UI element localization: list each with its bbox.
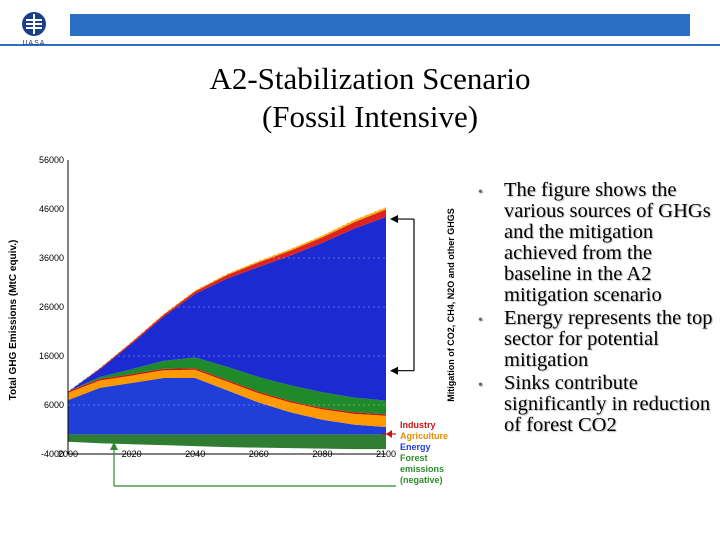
legend-label: Forest — [400, 453, 428, 463]
y-axis-label: Total GHG Emissions (MtC equiv.) — [8, 240, 19, 401]
y-tick-label: 56000 — [39, 155, 64, 165]
area-layer — [68, 357, 386, 415]
y-tick-label: 36000 — [39, 253, 64, 263]
bullet-dot-icon: • — [478, 378, 483, 393]
legend-label: Agriculture — [400, 431, 448, 441]
y-tick-label: 26000 — [39, 302, 64, 312]
arrow-head-icon — [390, 366, 398, 375]
bullet-item: • Sinks contribute significantly in redu… — [470, 373, 720, 436]
header-rule — [0, 44, 720, 46]
arrow-head-icon — [110, 442, 118, 450]
bullet-text: The figure shows the various sources of … — [504, 179, 711, 306]
y-tick-label: 16000 — [39, 351, 64, 361]
area-layer — [68, 209, 386, 392]
title-line-2: (Fossil Intensive) — [261, 99, 479, 134]
area-layer — [68, 216, 386, 401]
bullet-text: Sinks contribute significantly in reduct… — [504, 372, 711, 436]
y-tick-label: -4000 — [41, 449, 64, 459]
arrow-head-icon — [390, 215, 398, 224]
bullet-item: • The figure shows the various sources o… — [470, 180, 720, 306]
mitigation-label: Mitigation of CO2, CH4, N2O and other GH… — [446, 208, 456, 402]
area-layer — [68, 369, 386, 428]
area-layer — [68, 434, 386, 450]
logo-text: IIASA — [22, 40, 46, 47]
arrow-head-icon — [386, 430, 392, 438]
legend-label: Industry — [400, 420, 436, 430]
bullet-item: • Energy represents the top sector for p… — [470, 308, 720, 371]
legend-label: (negative) — [400, 475, 443, 485]
baseline-line — [67, 206, 387, 392]
y-tick-label: 6000 — [44, 400, 64, 410]
title-line-1: A2-Stabilization Scenario — [209, 61, 531, 96]
iiasa-logo: IIASA — [16, 10, 52, 50]
y-tick-label: 46000 — [39, 204, 64, 214]
bullet-dot-icon: • — [478, 185, 483, 200]
slide-title: A2-Stabilization Scenario (Fossil Intens… — [120, 60, 620, 136]
area-layer — [68, 378, 386, 435]
header-color-band — [70, 14, 690, 36]
bullet-dot-icon: • — [478, 313, 483, 328]
header-bar — [0, 0, 720, 60]
emissions-chart: -4000 6000 16000 26000 36000 46000 56000 2000 2… — [2, 150, 482, 494]
legend-label: emissions — [400, 464, 444, 474]
legend-label: Energy — [400, 442, 431, 452]
bullet-text: Energy represents the top sector for pot… — [504, 307, 713, 371]
bullet-list: • The figure shows the various sources o… — [470, 180, 720, 438]
